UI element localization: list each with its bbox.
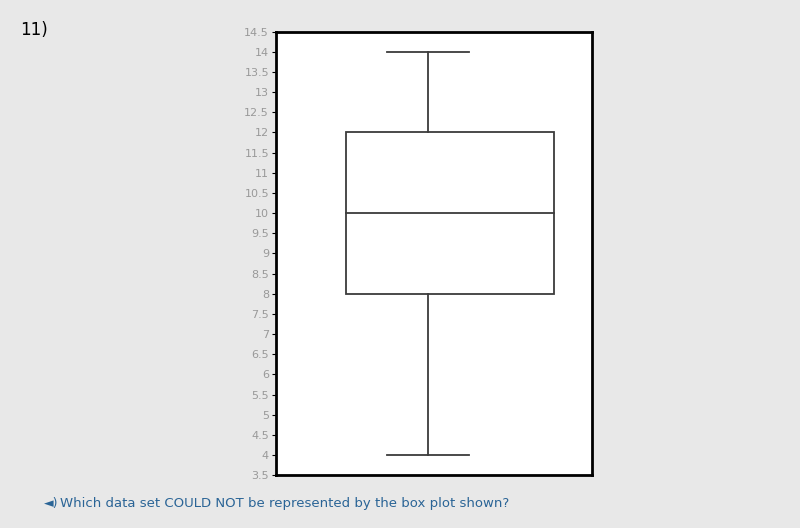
- Text: ◄): ◄): [44, 496, 58, 510]
- Text: 11): 11): [20, 21, 48, 39]
- Bar: [346, 133, 554, 294]
- Text: Which data set COULD NOT be represented by the box plot shown?: Which data set COULD NOT be represented …: [60, 496, 510, 510]
